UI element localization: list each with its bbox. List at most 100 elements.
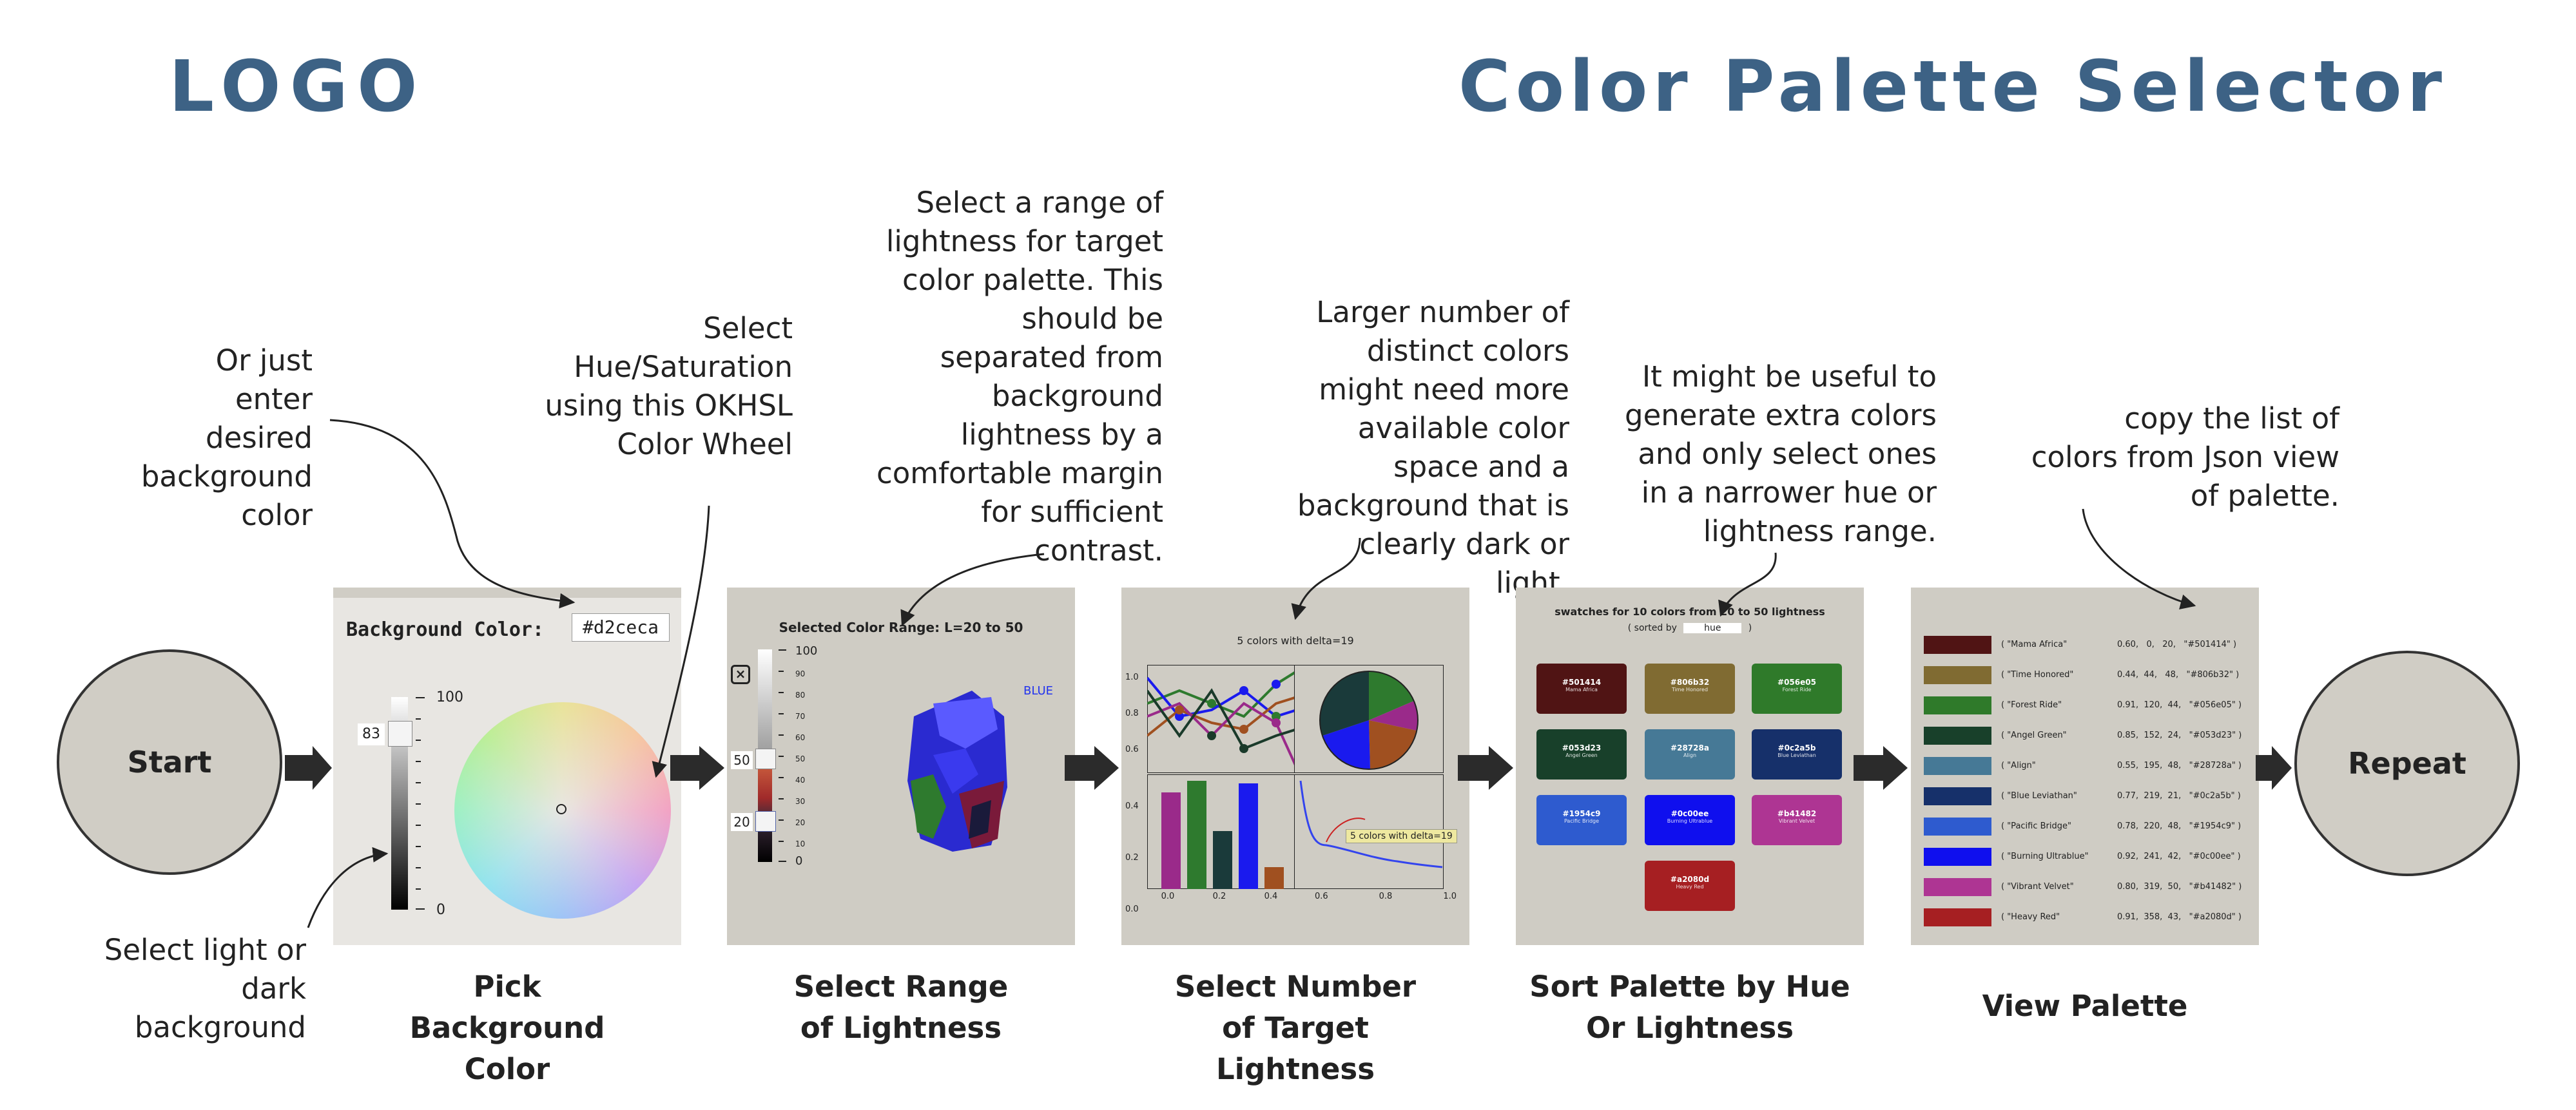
swatch-card[interactable]: #b41482 Vibrant Velvet [1752,795,1842,845]
caption-sort-palette: Sort Palette by Hue Or Lightness [1529,970,1850,1045]
plots-title: 5 colors with delta=19 [1237,635,1354,647]
swatch-hex: #806b32 [1670,678,1710,687]
swatch-name: Align [1683,752,1697,758]
flow-arrow-6 [2256,746,2292,790]
curve-x-ticks: 0.6 0.8 1.0 [1315,892,1457,901]
curve-num-colors [1291,537,1361,620]
note-light-dark: Select light or dark background [104,933,306,1044]
flow-arrow-2 [670,746,724,790]
sorted-by-suffix: ) [1748,623,1752,633]
swatch-card[interactable]: #056e05 Forest Ride [1752,664,1842,714]
color-solid-3d [907,691,1007,852]
sort-by-select[interactable]: hue [1683,623,1742,633]
palette-swatch [1924,636,1991,654]
palette-row: ( "Time Honored" 0.44, 44, 48, "#806b32" … [1924,666,2252,684]
curve-light-dark [307,847,389,928]
curve-x-tick-06: 0.6 [1315,892,1328,901]
bar-x-tick-00: 0.0 [1161,892,1175,901]
y-tick-08: 0.8 [1125,709,1139,718]
palette-swatch [1924,666,1991,684]
swatch-hex: #28728a [1671,743,1709,752]
flow-arrow-4 [1458,746,1513,790]
swatch-hex: #053d23 [1562,743,1602,752]
flow-arrow-1 [285,746,332,790]
range-tick-60: 60 [795,733,806,742]
repeat-label: Repeat [2348,746,2466,781]
palette-color-values: 0.85, 152, 24, "#053d23" ) [2117,731,2242,740]
slider-max-label: 100 [436,689,463,705]
swatch-name: Mama Africa [1565,687,1598,693]
range-scale-ticks [779,649,817,862]
palette-swatch [1924,757,1991,775]
bar-y-ticks: 0.4 0.2 0.0 [1125,781,1139,935]
panel-pick-background: Background Color: #d2ceca 83 100 0 [333,588,681,945]
palette-color-name: ( "Forest Ride" [2001,700,2062,710]
swatch-card[interactable]: #1954c9 Pacific Bridge [1536,795,1627,845]
slider-scale [416,697,429,910]
palette-color-values: 0.91, 120, 44, "#056e05" ) [2117,700,2242,710]
swatch-hex: #0c2a5b [1777,743,1816,752]
palette-row: ( "Vibrant Velvet" 0.80, 319, 50, "#b4148… [1924,878,2252,896]
repeat-node[interactable]: Repeat [2294,651,2520,876]
palette-row: ( "Burning Ultrablue" 0.92, 241, 42, "#0c… [1924,848,2252,866]
lightness-slider-handle[interactable] [388,721,412,747]
range-upper-handle[interactable] [755,749,776,769]
caption-pick-background: Pick Background Color [409,970,605,1086]
swatch-card[interactable]: #0c00ee Burning Ultrablue [1645,795,1735,845]
swatch-name: Pacific Bridge [1564,818,1600,824]
swatch-name: Heavy Red [1676,884,1704,890]
palette-color-values: 0.44, 44, 48, "#806b32" ) [2117,670,2240,680]
swatch-hex: #056e05 [1777,678,1816,687]
annotation-curves [307,419,2196,928]
swatch-card[interactable]: #806b32 Time Honored [1645,664,1735,714]
swatch-hex: #0c00ee [1671,809,1709,818]
flow-arrows [285,746,2292,790]
background-color-label: Background Color: [346,618,545,641]
swatch-hex: #b41482 [1777,809,1817,818]
swatch-hex: #a2080d [1670,875,1710,884]
bar-y-tick-04: 0.4 [1125,801,1139,811]
palette-color-values: 0.78, 220, 48, "#1954c9" ) [2117,821,2242,831]
color-wheel-cursor[interactable] [556,804,567,814]
note-hue-saturation: Select Hue/Saturation using this OKHSL C… [545,311,793,461]
lightness-slider-value: 83 [358,723,385,746]
bar-x-ticks: 0.0 0.2 0.4 [1142,892,1297,901]
range-scale-top: 100 [795,644,818,658]
curve-annotation: 5 colors with delta=19 [1346,829,1457,843]
start-node[interactable]: Start [57,649,282,875]
background-color-input[interactable]: #d2ceca [572,613,670,642]
swatch-name: Angel Green [1565,752,1598,758]
palette-row: ( "Mama Africa" 0.60, 0, 20, "#501414" ) [1924,636,2252,654]
panel-number-of-colors: 5 colors with delta=19 1.0 0.8 0.6 [1121,588,1469,945]
line-plot [1147,665,1297,773]
range-scale-bottom: 0 [795,854,803,868]
swatch-hex: #501414 [1562,678,1602,687]
close-icon[interactable]: × [731,665,750,684]
palette-color-name: ( "Angel Green" [2001,731,2067,740]
palette-swatch [1924,908,1991,926]
range-tick-labels: 90 80 70 60 50 40 30 20 10 [795,664,805,855]
slider-min-label: 0 [436,902,445,918]
curve-x-tick-08: 0.8 [1379,892,1393,901]
swatch-hex: #1954c9 [1562,809,1601,818]
swatch-card[interactable]: #a2080d Heavy Red [1645,861,1735,911]
swatch-card[interactable]: #053d23 Angel Green [1536,729,1627,780]
palette-color-name: ( "Pacific Bridge" [2001,821,2071,831]
palette-color-name: ( "Vibrant Velvet" [2001,882,2074,892]
range-tick-10: 10 [795,839,806,848]
swatch-card[interactable]: #28728a Align [1645,729,1735,780]
curve-x-tick-10: 1.0 [1443,892,1457,901]
palette-swatch [1924,727,1991,745]
swatch-name: Forest Ride [1782,687,1812,693]
range-tick-90: 90 [795,669,806,678]
swatches-title: swatches for 10 colors from 20 to 50 lig… [1554,606,1825,618]
curve-extra-colors [1718,552,1777,617]
range-tick-20: 20 [795,818,806,827]
palette-row: ( "Blue Leviathan" 0.77, 219, 21, "#0c2a5… [1924,787,2252,805]
start-label: Start [127,745,212,780]
range-lower-handle[interactable] [755,811,776,832]
swatch-card[interactable]: #0c2a5b Blue Leviathan [1752,729,1842,780]
note-lightness-range: Select a range of lightness for target c… [876,186,1163,568]
swatch-card[interactable]: #501414 Mama Africa [1536,664,1627,714]
